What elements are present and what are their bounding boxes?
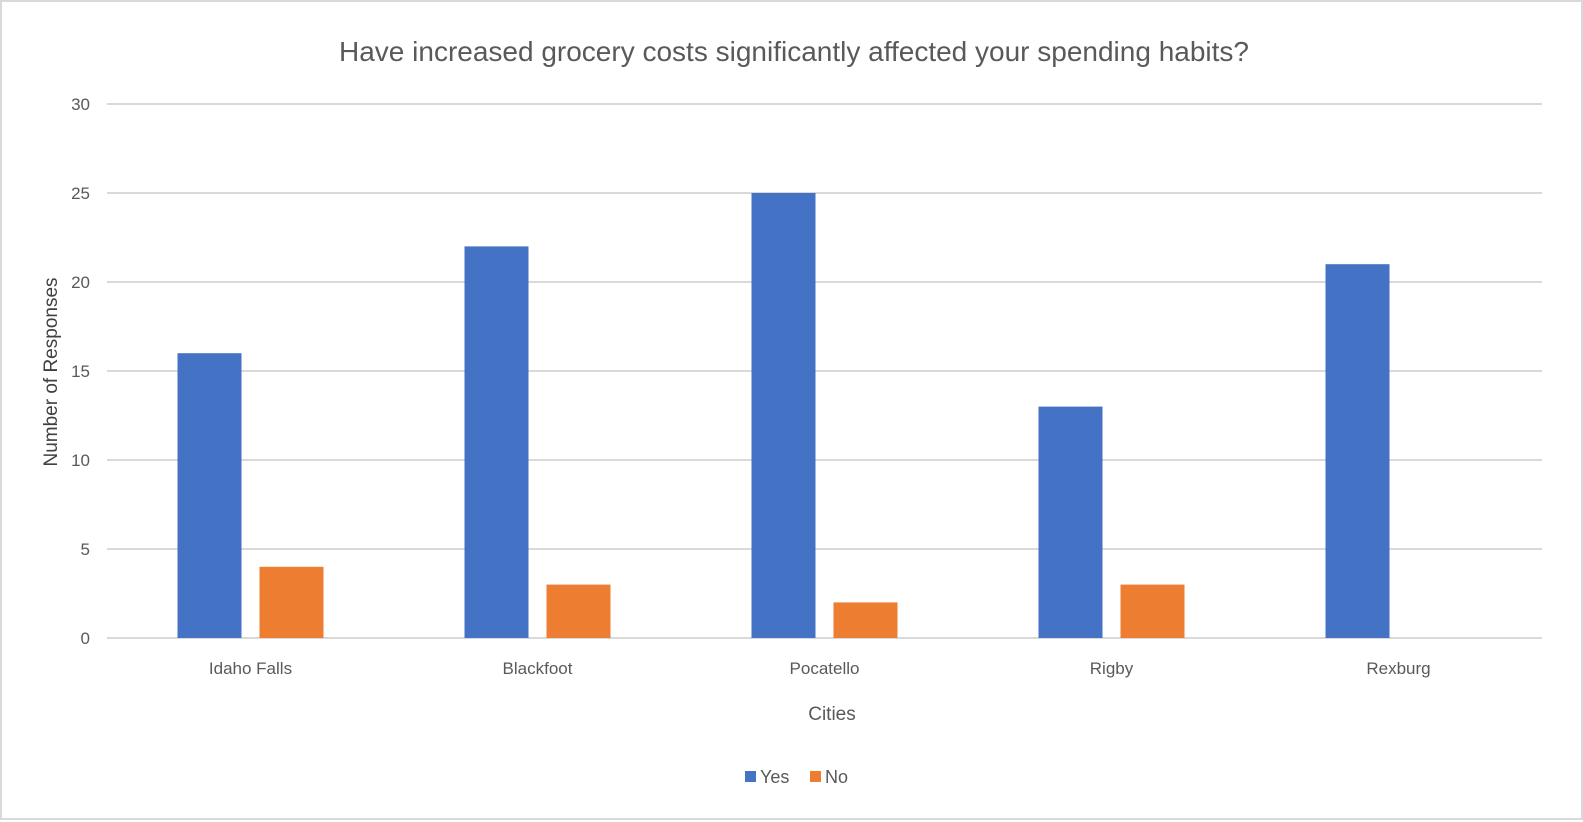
x-axis-title: Cities: [808, 704, 856, 725]
x-tick-label: Blackfoot: [503, 659, 573, 678]
bar-no-idaho-falls: [259, 566, 324, 638]
axis-labels: 0 5 10 15 20 25 30 Idaho Falls Blackfoot Pocatell…: [71, 95, 1431, 678]
bar-yes-idaho-falls: [177, 353, 242, 638]
y-tick-label: 10: [71, 451, 90, 470]
bars: [177, 193, 1390, 638]
legend-swatch-no: [810, 771, 821, 782]
y-tick-label: 25: [71, 184, 90, 203]
legend-label-no: No: [825, 767, 848, 787]
x-tick-label: Pocatello: [790, 659, 860, 678]
y-tick-label: 15: [71, 362, 90, 381]
y-tick-label: 30: [71, 95, 90, 114]
bar-no-rigby: [1120, 584, 1185, 638]
bar-yes-rigby: [1038, 406, 1103, 638]
gridlines: [107, 103, 1542, 639]
chart-title: Have increased grocery costs significant…: [339, 36, 1249, 67]
y-axis-title: Number of Responses: [41, 277, 62, 466]
x-tick-label: Idaho Falls: [209, 659, 292, 678]
y-tick-label: 5: [81, 540, 90, 559]
legend-label-yes: Yes: [760, 767, 789, 787]
legend: Yes No: [745, 767, 848, 787]
bar-yes-blackfoot: [464, 246, 529, 638]
bar-yes-rexburg: [1325, 264, 1390, 638]
x-tick-label: Rexburg: [1366, 659, 1430, 678]
bar-no-pocatello: [833, 602, 898, 638]
y-tick-label: 20: [71, 273, 90, 292]
y-tick-label: 0: [81, 629, 90, 648]
bar-yes-pocatello: [751, 193, 816, 638]
bar-no-blackfoot: [546, 584, 611, 638]
legend-swatch-yes: [745, 771, 756, 782]
x-tick-label: Rigby: [1090, 659, 1134, 678]
